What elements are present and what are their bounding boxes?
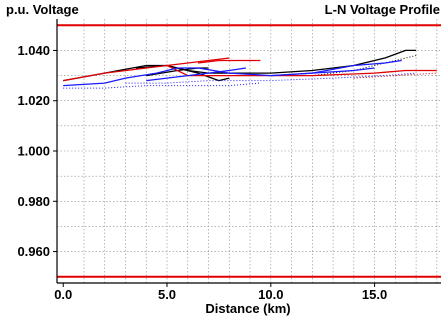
x-tick-label: 10.0: [258, 287, 283, 302]
series-line: [63, 82, 261, 89]
chart-title: L-N Voltage Profile: [324, 2, 440, 17]
x-axis-label: Distance (km): [205, 301, 290, 316]
y-axis-label: p.u. Voltage: [6, 2, 79, 17]
x-tick-label: 0.0: [54, 287, 72, 302]
y-tick-label: 0.960: [17, 244, 50, 259]
y-ticks: 0.960 0.980 1.000 1.020 1.040: [17, 43, 57, 259]
series-line: [146, 67, 246, 82]
series-line: [146, 67, 209, 77]
y-tick-label: 1.000: [17, 144, 50, 159]
x-tick-label: 5.0: [158, 287, 176, 302]
y-tick-label: 0.980: [17, 194, 50, 209]
series-line: [312, 55, 417, 77]
series-line: [270, 67, 375, 77]
series-line: [353, 72, 437, 79]
x-tick-label: 15.0: [362, 287, 387, 302]
y-tick-label: 1.020: [17, 93, 50, 108]
series-line: [63, 59, 402, 87]
series-line: [198, 59, 261, 64]
series-group: [63, 49, 437, 89]
y-tick-label: 1.040: [17, 43, 50, 58]
x-ticks: 0.0 5.0 10.0 15.0: [54, 283, 387, 302]
voltage-limit-lines: [57, 24, 441, 278]
